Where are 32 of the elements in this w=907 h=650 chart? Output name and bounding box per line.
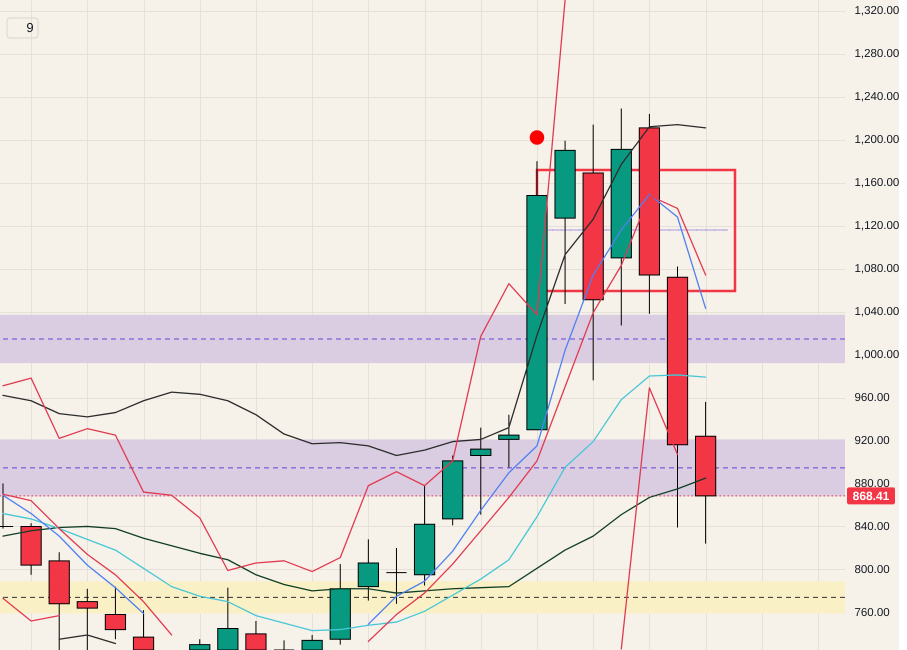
y-tick-label: 1,080.00 [854, 263, 900, 276]
y-tick-label: 1,000.00 [854, 349, 900, 362]
y-tick-label: 960.00 [854, 392, 890, 404]
y-tick-label: 840.00 [854, 520, 890, 533]
candlestick [245, 620, 267, 650]
ref-line-label: 868.41 [852, 488, 890, 503]
candlestick [104, 586, 126, 640]
line-series [2, 0, 566, 572]
y-tick-label: 1,160.00 [854, 177, 900, 190]
y-tick-label: 1,200.00 [854, 134, 900, 146]
candlestick [217, 587, 238, 650]
y-tick-label: 1,320.00 [854, 5, 900, 18]
y-tick-label: 880.00 [854, 478, 890, 490]
candlestick [498, 414, 520, 468]
candlestick [189, 638, 210, 650]
line-series [2, 124, 706, 456]
candlestick [302, 634, 323, 650]
candlestick [470, 427, 492, 516]
annotation: 9 [26, 20, 34, 35]
line-series [2, 477, 706, 594]
candlestick [132, 610, 154, 650]
y-tick-label: 760.00 [854, 606, 890, 619]
y-tick-label: 800.00 [854, 564, 890, 576]
y-tick-label: 1,240.00 [854, 91, 900, 104]
y-tick-label: 1,280.00 [854, 48, 900, 60]
candlestick [76, 588, 98, 650]
y-tick-label: 1,120.00 [854, 220, 900, 232]
candlestick [386, 547, 408, 604]
candlestick [273, 640, 295, 650]
y-tick-label: 920.00 [854, 434, 890, 447]
candlestick [358, 538, 379, 602]
y-tick-label: 1,040.00 [854, 306, 900, 318]
